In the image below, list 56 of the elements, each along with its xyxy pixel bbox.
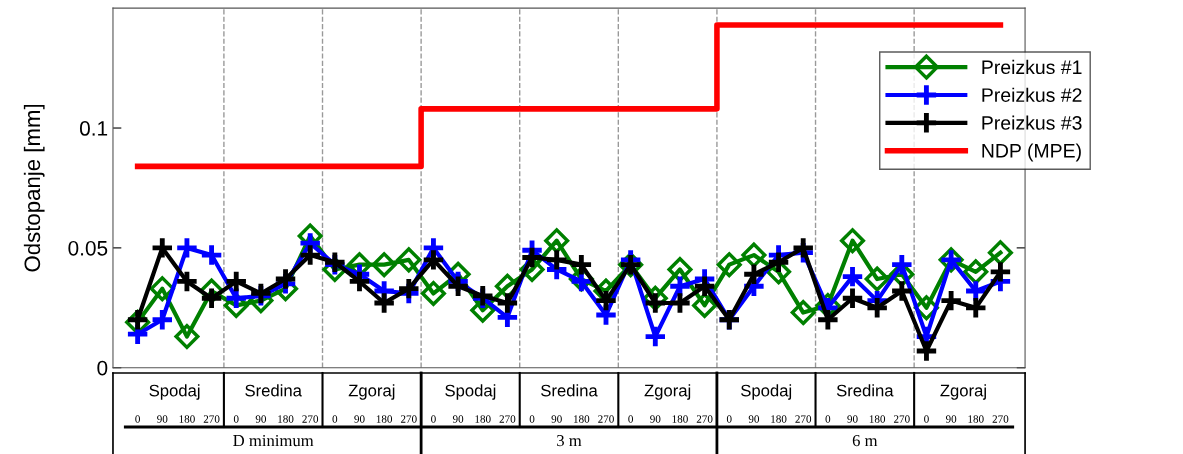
text: Zgoraj (940, 384, 986, 400)
text: Spodaj (741, 384, 792, 400)
x-tick-label: 90 (748, 415, 760, 423)
x-tick-label: 180 (179, 415, 195, 423)
legend-label: Preizkus #2 (982, 87, 1082, 102)
text: Sredina (541, 384, 598, 397)
x-tick-label: 90 (354, 415, 365, 423)
text: Sredina (836, 384, 894, 397)
x-tick-label: 180 (376, 415, 393, 423)
y-axis-title: Odstopanje [mm] (23, 104, 45, 272)
x-tick-label: 0 (233, 415, 239, 423)
x-tick-label: 180 (771, 415, 787, 423)
x-tick-label: 270 (992, 415, 1009, 423)
x-tick-label: 0 (726, 415, 732, 423)
x-tick-label: 0 (924, 415, 929, 423)
x-tick-label: 90 (452, 415, 464, 423)
x-tick-label: 180 (278, 415, 294, 423)
x-tick-label: 0 (628, 415, 634, 423)
x-tick-label: 270 (499, 415, 516, 423)
x-tick-label: 180 (573, 415, 590, 423)
text: Zgoraj (644, 384, 691, 400)
x-tick-label: 270 (893, 415, 910, 423)
x-tick-label: 0 (135, 415, 140, 423)
x-tick-label: 0 (529, 415, 535, 423)
x-tick-label: 270 (302, 415, 319, 423)
y-tick-label: 0.1 (79, 121, 108, 136)
x-tick-label: 0 (332, 415, 338, 423)
x-tick-label: 90 (847, 415, 858, 423)
text: 3 m (557, 434, 582, 447)
x-tick-label: 180 (869, 415, 886, 423)
x-tick-label: 0 (431, 415, 436, 423)
x-tick-label: 90 (157, 415, 168, 423)
text: D minimum (233, 434, 314, 447)
legend-label: NDP (MPE) (982, 143, 1081, 162)
x-tick-label: 270 (795, 415, 812, 423)
text: Sredina (245, 384, 302, 397)
x-tick-label: 180 (968, 415, 984, 423)
y-tick-label: 0.05 (68, 240, 108, 256)
x-tick-label: 90 (255, 415, 267, 423)
legend-label: Preizkus #3 (982, 115, 1082, 130)
legend-label: Preizkus #1 (982, 59, 1082, 75)
x-tick-label: 270 (400, 415, 417, 423)
y-tick-label: 0 (97, 360, 108, 376)
x-tick-label: 90 (945, 415, 957, 423)
x-tick-label: 180 (475, 415, 491, 423)
x-tick-label: 270 (598, 415, 614, 423)
text: Spodaj (445, 384, 496, 400)
text: Spodaj (149, 384, 200, 400)
text: Zgoraj (348, 384, 395, 400)
x-tick-label: 90 (551, 415, 562, 423)
x-tick-label: 90 (650, 415, 661, 423)
text: 6 m (852, 434, 878, 447)
x-tick-label: 270 (696, 415, 713, 423)
x-tick-label: 180 (672, 415, 688, 423)
x-tick-label: 270 (203, 415, 220, 423)
x-tick-label: 0 (825, 415, 831, 423)
